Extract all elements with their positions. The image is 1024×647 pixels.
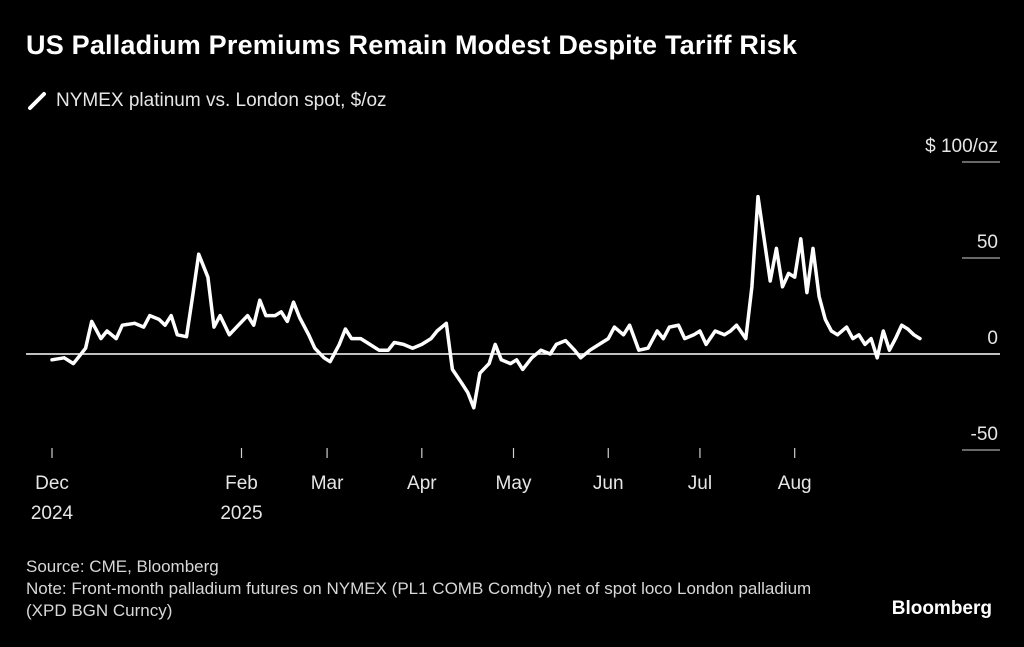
x-tick-label: May [496,473,532,494]
source-note: Source: CME, Bloomberg [26,557,219,576]
legend: NYMEX platinum vs. London spot, $/oz [26,90,387,112]
x-tick-label: Dec [35,473,69,494]
y-tick-label: 50 [977,232,998,253]
y-tick-label: 0 [987,328,998,349]
legend-line-icon [28,92,46,110]
legend-label: NYMEX platinum vs. London spot, $/oz [56,90,387,111]
x-tick-label: Feb [225,473,258,494]
chart-title: US Palladium Premiums Remain Modest Desp… [26,30,798,60]
y-axis: $ 100/oz 50 0 -50 [925,136,1000,451]
x-tick-label: Aug [778,473,812,494]
x-tick-sublabel: 2025 [220,503,262,524]
x-tick-label: Jul [688,473,712,494]
x-tick-sublabel: 2024 [31,503,74,524]
y-tick-label: -50 [971,424,998,445]
line-chart: $ 100/oz 50 0 -50 Dec 2024 Feb 2025 Mar Apr May Ju… [26,136,1000,524]
series-line [50,194,922,410]
x-tick-label: Jun [593,473,624,494]
x-axis: Dec 2024 Feb 2025 Mar Apr May Jun Jul Aug [31,448,812,524]
x-tick-label: Mar [311,473,344,494]
y-tick-label: $ 100/oz [925,136,998,157]
bloomberg-logo: Bloomberg [891,598,992,619]
x-tick-label: Apr [407,473,437,494]
footnote: Note: Front-month palladium futures on N… [26,579,812,620]
